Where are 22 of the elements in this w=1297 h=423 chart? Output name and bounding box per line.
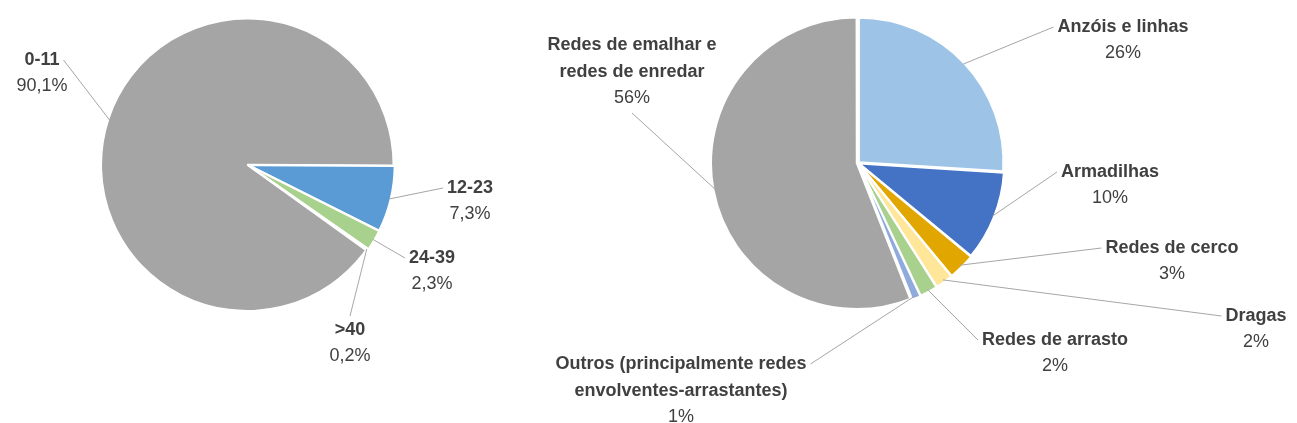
slice-label: >40: [334, 318, 366, 339]
data-label: 3%: [1158, 262, 1186, 283]
data-label: 26%: [1104, 41, 1142, 62]
slice-label: 24-39: [408, 246, 456, 267]
slice-label: Redes de emalhar e redes de enredar: [547, 33, 717, 81]
data-label: 1%: [667, 405, 695, 423]
data-label: 10%: [1091, 186, 1129, 207]
slice-label: Redes de cerco: [1105, 236, 1239, 257]
data-label: 2%: [1041, 354, 1069, 375]
data-label: 2,3%: [411, 272, 453, 293]
slice-label: Anzóis e linhas: [1057, 15, 1189, 36]
data-label: 90,1%: [16, 74, 68, 95]
data-label: 7,3%: [449, 202, 491, 223]
slice-label: 0-11: [24, 48, 60, 69]
slice-label: Redes de arrasto: [981, 328, 1129, 349]
data-label: 0,2%: [329, 344, 371, 365]
slice-label: 12-23: [446, 176, 494, 197]
data-label: 2%: [1242, 330, 1270, 351]
slice-label: Dragas: [1225, 304, 1287, 325]
slice-label: Outros (principalmente redes envolventes-arrastantes): [555, 352, 807, 400]
slice-label: Armadilhas: [1060, 160, 1160, 181]
data-label: 56%: [613, 86, 651, 107]
